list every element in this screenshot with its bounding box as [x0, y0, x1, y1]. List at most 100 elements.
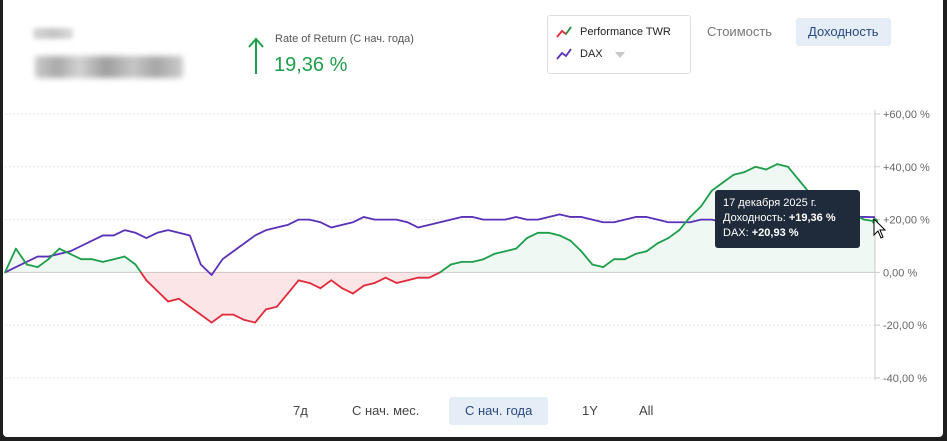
range-all-button[interactable]: All: [639, 403, 654, 418]
positive-area: [440, 264, 451, 273]
positive-area: [657, 238, 669, 273]
range-ytd-button[interactable]: С нач. года: [449, 397, 549, 425]
positive-area: [505, 248, 517, 273]
negative-area: [363, 272, 375, 286]
series-segment-performance: [58, 247, 72, 255]
y-tick-label: -40,00 %: [883, 373, 927, 385]
negative-area: [146, 272, 158, 291]
series-segment-performance: [101, 258, 115, 263]
positive-area: [537, 232, 549, 273]
series-segment-performance: [526, 231, 539, 239]
series-segment-performance: [776, 163, 789, 168]
negative-area: [266, 272, 277, 310]
positive-area: [559, 235, 571, 273]
tooltip-return-value: +19,36 %: [788, 212, 836, 224]
negative-area: [374, 272, 386, 283]
series-segment-performance: [504, 247, 518, 253]
legend-label: Performance TWR: [580, 26, 671, 38]
series-segment-performance: [286, 279, 300, 295]
series-segment-performance: [25, 263, 39, 269]
tooltip-date: 17 декабря 2025 г.: [723, 197, 817, 209]
positive-area: [690, 206, 701, 273]
series-segment-performance: [743, 165, 757, 173]
y-axis-ticks: +60,00 % +40,00 % +20,00 % 0,00 % -20,00 % -4…: [875, 109, 930, 385]
rate-of-return-label: Rate of Return (С нач. года): [275, 33, 414, 45]
tooltip-return-label: Доходность:: [723, 212, 786, 224]
series-segment-performance: [156, 289, 170, 303]
negative-area: [168, 272, 179, 302]
series-segment-performance: [4, 247, 17, 274]
series-segment-performance: [700, 189, 713, 208]
range-7d-button[interactable]: 7д: [293, 403, 308, 418]
series-segment-performance: [275, 292, 289, 308]
positive-area: [92, 259, 103, 273]
positive-area: [614, 259, 625, 273]
legend-item-performance[interactable]: Performance TWR: [556, 24, 671, 40]
return-view-button[interactable]: Доходность: [796, 18, 891, 46]
negative-area: [331, 272, 343, 289]
series-segment-performance: [787, 165, 800, 181]
series-segment-performance: [373, 276, 387, 284]
series-segment-performance: [308, 282, 322, 290]
series-segment-performance: [319, 279, 333, 290]
series-segment-performance: [341, 287, 354, 295]
y-tick-label: -20,00 %: [883, 320, 927, 332]
series-segment-performance: [362, 282, 376, 287]
series-segment-performance: [91, 258, 104, 263]
series-segment-performance: [667, 229, 681, 239]
positive-area: [124, 256, 136, 273]
series-segment-performance: [515, 237, 528, 250]
negative-area: [233, 272, 245, 320]
positive-area: [81, 259, 92, 273]
negative-area: [200, 272, 212, 323]
series-segment-performance: [140, 271, 148, 282]
positive-area: [548, 232, 560, 273]
positive-area: [135, 264, 141, 273]
redacted-portfolio-value: [35, 56, 183, 78]
series-segment-performance: [721, 173, 735, 184]
series-segment-performance: [471, 258, 485, 263]
series-segment-performance: [710, 181, 724, 192]
series-segment-performance: [112, 255, 126, 261]
negative-area: [342, 272, 353, 294]
redacted-portfolio-name: [33, 28, 73, 39]
range-mtd-button[interactable]: С нач. мес.: [352, 403, 420, 418]
series-segment-performance: [123, 255, 137, 266]
series-segment-performance: [493, 250, 507, 255]
series-segment-performance: [384, 276, 398, 284]
series-segment-performance: [580, 250, 594, 266]
chart-legend[interactable]: Performance TWR DAX: [547, 15, 691, 74]
chevron-down-icon[interactable]: [614, 51, 626, 59]
tooltip-dax-value: +20,93 %: [751, 227, 799, 239]
positive-area: [102, 259, 114, 273]
series-segment-performance: [428, 271, 441, 279]
series-segment-performance: [14, 247, 28, 266]
tooltip-dax-row: DAX: +20,93 %: [723, 226, 860, 241]
series-segment-performance: [558, 234, 572, 242]
rate-of-return-value: 19,36 %: [274, 54, 348, 76]
series-segment-performance: [645, 242, 659, 253]
positive-area: [461, 261, 473, 273]
value-view-button[interactable]: Стоимость: [707, 24, 773, 39]
negative-area: [276, 272, 288, 307]
y-tick-label: +40,00 %: [883, 162, 930, 174]
negative-area: [320, 272, 332, 289]
series-segment-performance: [145, 279, 159, 292]
negative-area: [157, 272, 169, 302]
positive-area: [635, 251, 647, 273]
range-1y-button[interactable]: 1Y: [582, 403, 598, 418]
series-segment-performance: [656, 237, 670, 245]
mouse-pointer-icon: [873, 218, 887, 239]
positive-area: [59, 248, 71, 273]
series-segment-performance: [330, 279, 344, 290]
series-segment-performance: [689, 205, 702, 218]
negative-area: [179, 272, 190, 307]
tooltip-return-row: Доходность: +19,36 %: [723, 211, 860, 226]
legend-item-dax[interactable]: DAX: [556, 46, 603, 62]
negative-area: [385, 272, 397, 283]
series-segment-performance: [167, 297, 180, 303]
negative-area: [353, 272, 364, 294]
y-tick-label: 0,00 %: [883, 267, 917, 279]
y-tick-label: +60,00 %: [883, 109, 930, 121]
negative-area: [287, 272, 299, 294]
